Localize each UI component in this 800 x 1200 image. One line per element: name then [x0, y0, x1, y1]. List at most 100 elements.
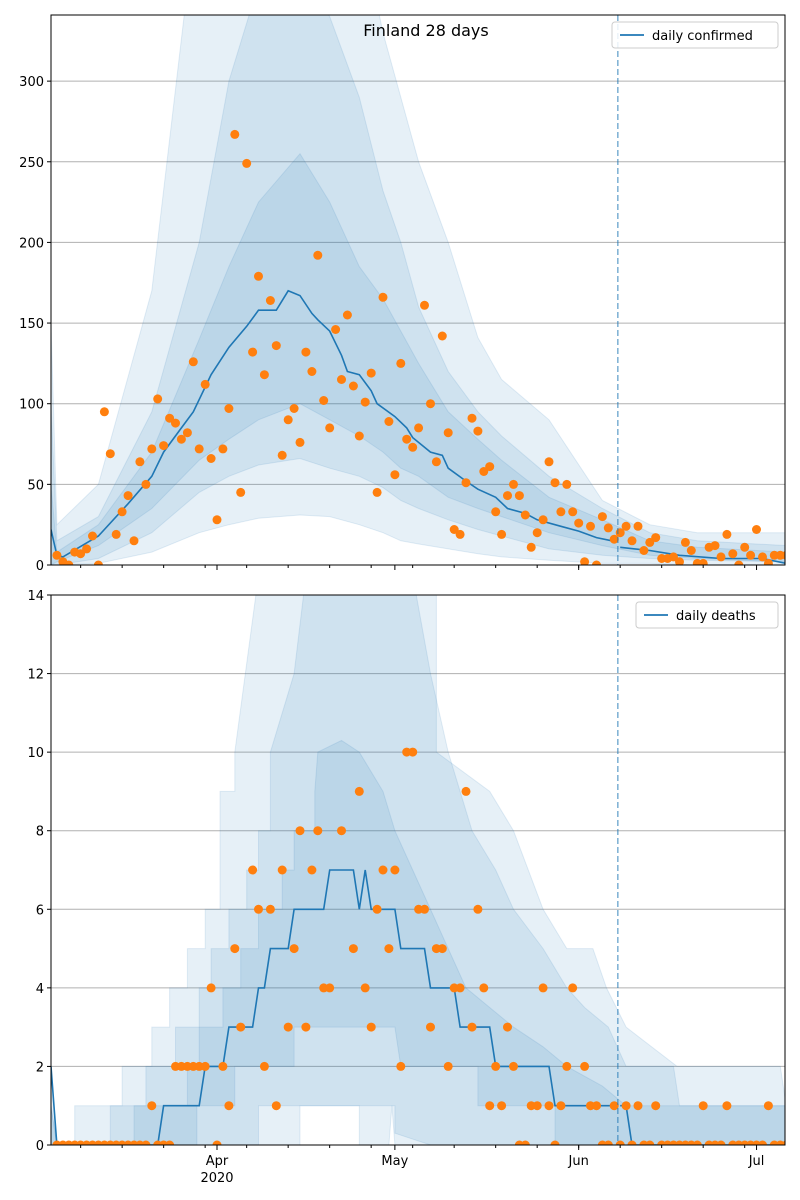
- observed-point: [758, 552, 767, 562]
- y-tick-label: 250: [19, 156, 44, 171]
- observed-point: [722, 1101, 732, 1111]
- y-tick-label: 8: [36, 825, 44, 840]
- y-tick-label: 0: [36, 1139, 44, 1154]
- observed-point: [686, 546, 696, 555]
- legend: daily confirmed: [611, 21, 779, 49]
- observed-point: [307, 367, 317, 376]
- observed-point: [698, 558, 708, 565]
- observed-point: [182, 428, 192, 438]
- observed-point: [627, 536, 637, 546]
- observed-point: [538, 983, 548, 993]
- observed-point: [716, 552, 726, 562]
- observed-point: [503, 1022, 512, 1032]
- observed-point: [176, 434, 186, 444]
- x-tick-label: Jun: [568, 1154, 589, 1169]
- legend-box: [611, 21, 779, 49]
- observed-point: [485, 462, 495, 472]
- observed-point: [556, 507, 566, 517]
- observed-point: [763, 558, 773, 565]
- observed-point: [568, 983, 578, 993]
- observed-point: [408, 747, 418, 757]
- observed-point: [414, 423, 424, 433]
- observed-point: [242, 158, 252, 168]
- legend: daily deaths: [635, 601, 779, 629]
- observed-point: [396, 358, 406, 368]
- observed-point: [651, 533, 661, 543]
- observed-point: [609, 534, 619, 544]
- observed-point: [437, 944, 447, 954]
- observed-point: [592, 560, 601, 565]
- observed-point: [580, 557, 590, 565]
- y-tick-label: 10: [27, 746, 44, 761]
- observed-point: [230, 129, 240, 139]
- observed-point: [93, 560, 103, 565]
- observed-point: [467, 413, 477, 423]
- observed-point: [763, 1101, 773, 1111]
- observed-point: [325, 983, 335, 993]
- observed-point: [426, 399, 435, 409]
- observed-point: [224, 404, 234, 413]
- observed-point: [586, 521, 595, 531]
- band-outer: [51, 15, 785, 565]
- observed-point: [420, 300, 429, 310]
- observed-point: [592, 1101, 601, 1111]
- confirmed-chart: 0 50 100 150 200 250 300 Finland 28 days daily c…: [19, 14, 786, 574]
- observed-point: [562, 479, 572, 489]
- observed-point: [449, 525, 459, 534]
- observed-point: [206, 983, 216, 993]
- deaths-chart: 0 2 4 6 8 10 12 14 Apr 2020 May Jun Jul daily deaths: [27, 589, 786, 1186]
- observed-point: [621, 521, 631, 531]
- observed-point: [544, 457, 554, 467]
- observed-point: [758, 1140, 767, 1145]
- observed-point: [188, 357, 198, 367]
- observed-point: [212, 1140, 222, 1145]
- observed-point: [384, 417, 394, 426]
- observed-point: [455, 983, 465, 993]
- observed-point: [360, 983, 370, 993]
- observed-point: [633, 521, 643, 531]
- observed-point: [200, 379, 210, 389]
- axes-frame: [50, 594, 786, 1146]
- observed-point: [698, 1101, 708, 1111]
- observed-point: [520, 510, 530, 520]
- observed-point: [609, 1101, 619, 1111]
- observed-point: [503, 491, 512, 501]
- observed-point: [123, 491, 133, 501]
- observed-point: [325, 423, 335, 433]
- plot-area: [51, 595, 785, 1145]
- band-outer: [51, 595, 785, 1145]
- observed-point: [319, 396, 329, 405]
- y-tick-label: 100: [19, 398, 44, 413]
- observed-point: [580, 1061, 590, 1071]
- observed-point: [295, 826, 305, 836]
- observed-point: [752, 525, 761, 534]
- observed-point: [372, 487, 382, 497]
- observed-point: [491, 507, 501, 517]
- observed-point: [556, 1101, 566, 1111]
- observed-point: [165, 413, 175, 423]
- observed-point: [396, 1061, 406, 1071]
- observed-point: [473, 426, 483, 436]
- observed-point: [473, 904, 483, 914]
- observed-point: [443, 428, 453, 438]
- observed-point: [384, 944, 394, 954]
- observed-point: [230, 944, 240, 954]
- y-tick-label: 50: [27, 478, 44, 493]
- observed-point: [342, 310, 352, 320]
- observed-point: [248, 347, 258, 357]
- observed-point: [390, 865, 400, 875]
- observed-point: [331, 325, 341, 334]
- x-tick-label: Jul: [748, 1154, 765, 1169]
- observed-point: [76, 549, 86, 559]
- observed-point: [283, 415, 293, 425]
- observed-point: [218, 1061, 228, 1071]
- observed-point: [426, 1022, 435, 1032]
- observed-point: [52, 550, 62, 560]
- observed-point: [277, 450, 287, 460]
- observed-point: [408, 442, 418, 452]
- observed-point: [254, 904, 263, 914]
- observed-point: [271, 1101, 281, 1111]
- observed-point: [509, 1061, 518, 1071]
- observed-point: [491, 1061, 501, 1071]
- observed-point: [716, 1140, 726, 1145]
